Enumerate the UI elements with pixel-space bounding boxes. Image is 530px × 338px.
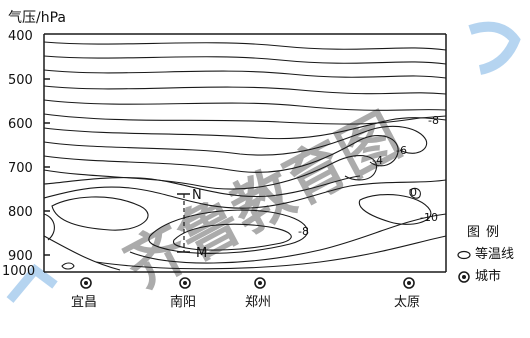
isotherm-line [43,179,447,209]
isotherm-line [409,187,421,199]
city-marker-zhengzhou [254,277,266,289]
isotherm-line [43,85,447,95]
city-name-nanyang: 南阳 [170,294,196,310]
isotherms [43,41,447,271]
isotherm-icon [457,250,471,260]
isotherm-line [61,262,75,270]
isotherm-line [43,135,399,173]
isotherm-line [43,55,447,65]
legend-city-label: 城市 [475,269,502,284]
isotherm-line [95,235,447,270]
isotherm-line [43,113,447,125]
watermark: 齐鲁教育图 [6,21,521,303]
isotherm-line [43,235,121,271]
y-tick-1000: 1000 [2,264,35,279]
city-name-yichang: 宜昌 [71,295,97,310]
city-marker-yichang [80,277,92,289]
city-name-taiyuan: 太原 [394,295,420,310]
city-marker-taiyuan [403,277,415,289]
legend-isotherm-label: 等温线 [475,247,515,262]
isoline-label: -10 [420,211,438,224]
legend-item-isotherm: 等温线 [457,244,527,266]
y-tick-700: 700 [8,161,33,176]
y-axis-title: 气压/hPa [8,10,66,26]
isotherm-line [172,223,292,251]
isotherm-line [43,69,447,79]
city-icon [458,271,470,283]
point-n-m: N M [177,188,207,261]
legend-item-city: 城市 [457,266,527,288]
y-tick-900: 900 [8,249,33,264]
isotherm-line [148,209,308,254]
isotherm-line [43,175,361,198]
isotherm-line [43,41,447,51]
axes [43,33,447,273]
point-m-label: M [196,246,207,261]
isoline-label: -6 [396,144,407,157]
isoline-label: 0 [410,186,417,199]
isoline-label: -8 [298,225,309,238]
isotherm-line [43,213,55,241]
isotherm-line [43,99,447,111]
legend: 图例 等温线 城市 [457,222,527,288]
city-marker-nanyang [179,277,191,289]
isotherm-line [43,125,428,156]
legend-title: 图例 [467,225,506,240]
y-tick-600: 600 [8,117,33,132]
isotherm-line [129,213,447,264]
isoline-label: -8 [428,114,439,127]
isotherm-line [43,117,447,140]
isotherm-line [358,194,432,225]
city-name-zhengzhou: 郑州 [245,295,271,310]
city-markers [80,277,415,289]
isoline-label: -4 [372,154,383,167]
isotherm-line [51,196,149,231]
y-tick-800: 800 [8,205,33,220]
y-tick-500: 500 [8,73,33,88]
y-tick-400: 400 [8,29,33,44]
point-n-label: N [192,188,202,203]
